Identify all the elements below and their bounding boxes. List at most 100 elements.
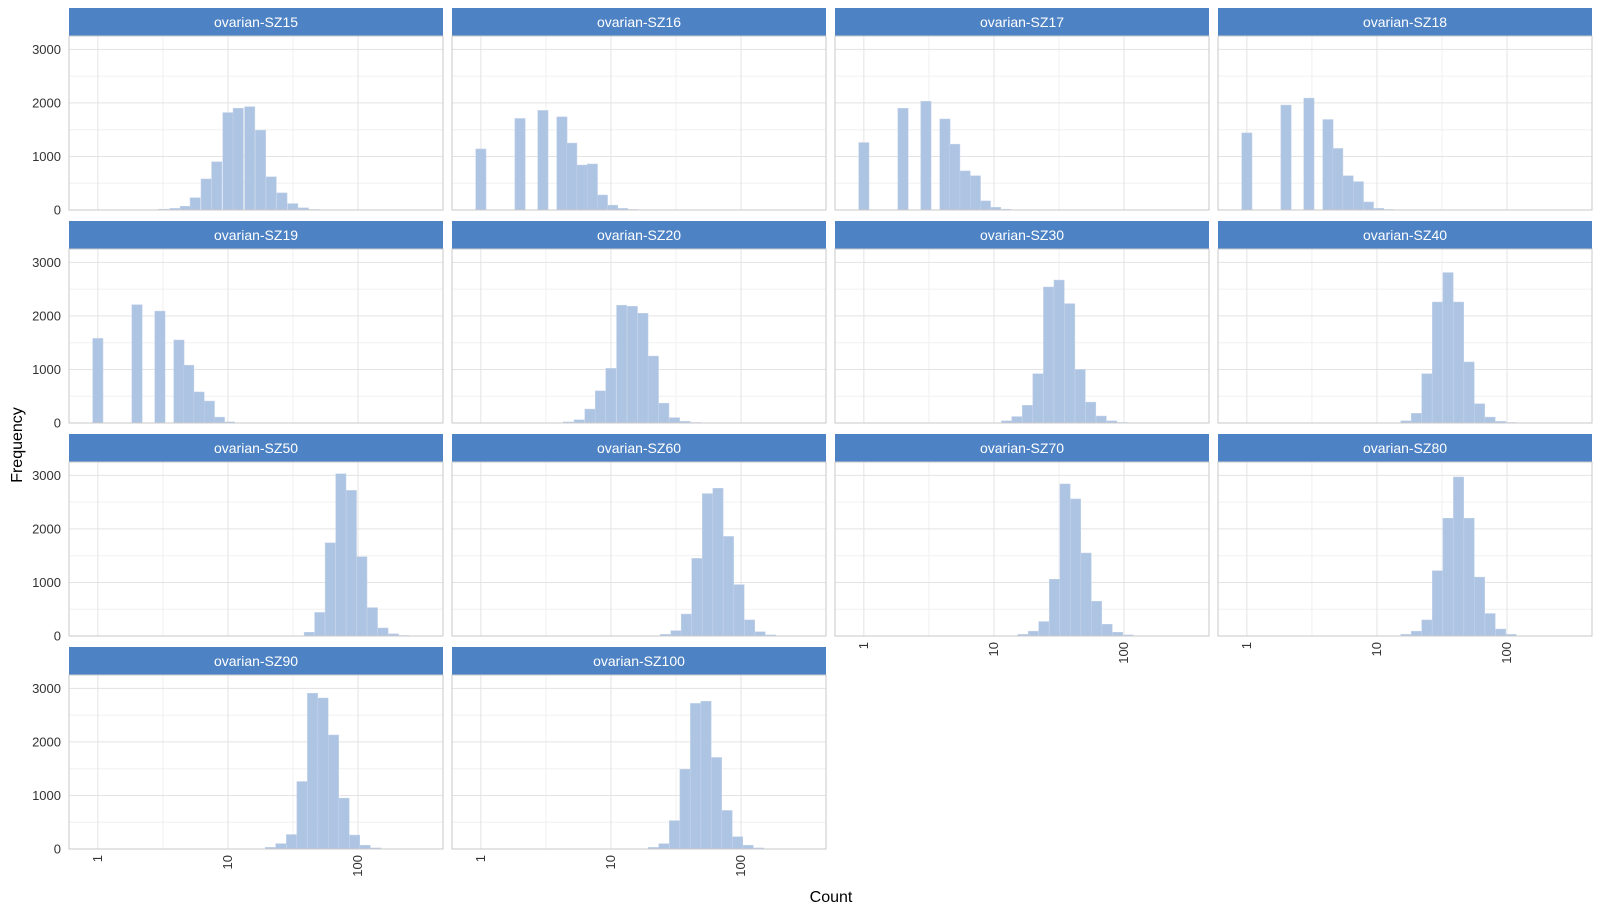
histogram-bar [744, 619, 755, 637]
histogram-bar [328, 734, 339, 850]
histogram-bar [721, 810, 733, 850]
facet-panel: ovarian-SZ50 0 1000 2000 3000 [32, 434, 444, 644]
plot-background [69, 249, 443, 423]
y-tick-label: 2000 [32, 734, 61, 749]
x-tick-label: 1 [1239, 642, 1254, 649]
histogram-bar [858, 142, 870, 211]
histogram-bar [154, 310, 166, 424]
y-tick-label: 0 [54, 203, 61, 218]
histogram-bar [1432, 301, 1443, 424]
histogram-bar [200, 178, 212, 211]
histogram-bar [514, 118, 526, 211]
y-tick-label: 1000 [32, 149, 61, 164]
plot-background [452, 36, 826, 210]
histogram-bar [359, 845, 371, 850]
facet-panel: ovarian-SZ100 1 10 100 [451, 647, 827, 877]
histogram-bar [1101, 623, 1113, 637]
histogram-bar [276, 192, 288, 211]
histogram-bar [203, 400, 215, 424]
facet-panel: ovarian-SZ16 [451, 8, 827, 211]
histogram-bar [576, 164, 588, 211]
facet-strip [69, 221, 443, 249]
histogram-bar [690, 703, 701, 850]
histogram-bar [367, 607, 378, 637]
histogram-bar [679, 768, 691, 850]
histogram-bar [317, 697, 329, 850]
histogram-bar [637, 313, 649, 424]
panel-border [834, 248, 1210, 424]
histogram-bar [1043, 286, 1054, 424]
facet-strip-label: ovarian-SZ18 [1363, 14, 1447, 30]
histogram-bar [1484, 613, 1496, 637]
facet-strip-label: ovarian-SZ20 [597, 227, 681, 243]
x-tick-label: 10 [986, 642, 1001, 656]
histogram-bar [616, 304, 628, 424]
plot-background [835, 249, 1209, 423]
y-tick-label: 0 [54, 416, 61, 431]
histogram-bar [647, 355, 659, 424]
y-tick-label: 3000 [32, 681, 61, 696]
histogram-bar [1085, 401, 1097, 424]
histogram-bar [1421, 373, 1433, 424]
histogram-bar [1453, 476, 1464, 637]
histogram-bar [584, 408, 596, 424]
histogram-bar [742, 845, 754, 850]
histogram-bar [969, 175, 981, 211]
x-tick-label: 10 [220, 855, 235, 869]
histogram-bar [338, 797, 350, 850]
x-tick-label: 10 [603, 855, 618, 869]
histogram-bar [680, 613, 692, 637]
histogram-bar [669, 417, 680, 424]
histogram-bar [324, 542, 336, 637]
histogram-bar [222, 112, 234, 211]
facet-panel: ovarian-SZ70 1 10 100 [834, 434, 1210, 664]
x-tick-label: 100 [1499, 642, 1514, 664]
panel-border [451, 35, 827, 211]
plot-background [452, 462, 826, 636]
y-tick-label: 3000 [32, 42, 61, 57]
histogram-bar [1474, 403, 1485, 424]
histogram-bar [287, 203, 299, 211]
histogram-bar [1059, 483, 1071, 637]
facet-strip [452, 434, 826, 462]
histogram-bar [1074, 369, 1086, 424]
plot-background [1218, 462, 1592, 636]
histogram-bar [658, 402, 670, 424]
histogram-bar [1038, 621, 1050, 637]
histogram-bar [1474, 576, 1485, 637]
histogram-bar [92, 338, 104, 424]
histogram-bar [754, 631, 766, 637]
histogram-bar [566, 142, 578, 211]
y-tick-label: 1000 [32, 788, 61, 803]
facet-strip-label: ovarian-SZ30 [980, 227, 1064, 243]
histogram-bar [712, 487, 724, 637]
panel-border [834, 35, 1210, 211]
histogram-bar [1080, 552, 1092, 637]
facet-panel: ovarian-SZ90 0 1000 2000 3000 1 10 100 [32, 647, 444, 877]
facet-strip [452, 8, 826, 36]
histogram-bar [377, 627, 389, 637]
x-tick-label: 1 [856, 642, 871, 649]
x-tick-label: 100 [350, 855, 365, 877]
histogram-bar [700, 700, 712, 850]
plot-background [452, 675, 826, 849]
panel-border [451, 674, 827, 850]
histogram-bar [475, 148, 487, 211]
facet-strip [452, 647, 826, 675]
plot-background [835, 462, 1209, 636]
facet-strip [1218, 434, 1592, 462]
histogram-bar [1241, 132, 1253, 211]
histogram-bar [1303, 97, 1315, 211]
facet-strip [69, 8, 443, 36]
facet-panel: ovarian-SZ17 [834, 8, 1210, 211]
histogram-bar [586, 163, 598, 211]
histogram-bar [296, 781, 308, 850]
facet-strip-label: ovarian-SZ17 [980, 14, 1064, 30]
facet-strip-label: ovarian-SZ50 [214, 440, 298, 456]
histogram-bar [626, 306, 638, 424]
histogram-bar [131, 304, 143, 424]
histogram-bar [897, 108, 909, 211]
x-tick-label: 1 [90, 855, 105, 862]
